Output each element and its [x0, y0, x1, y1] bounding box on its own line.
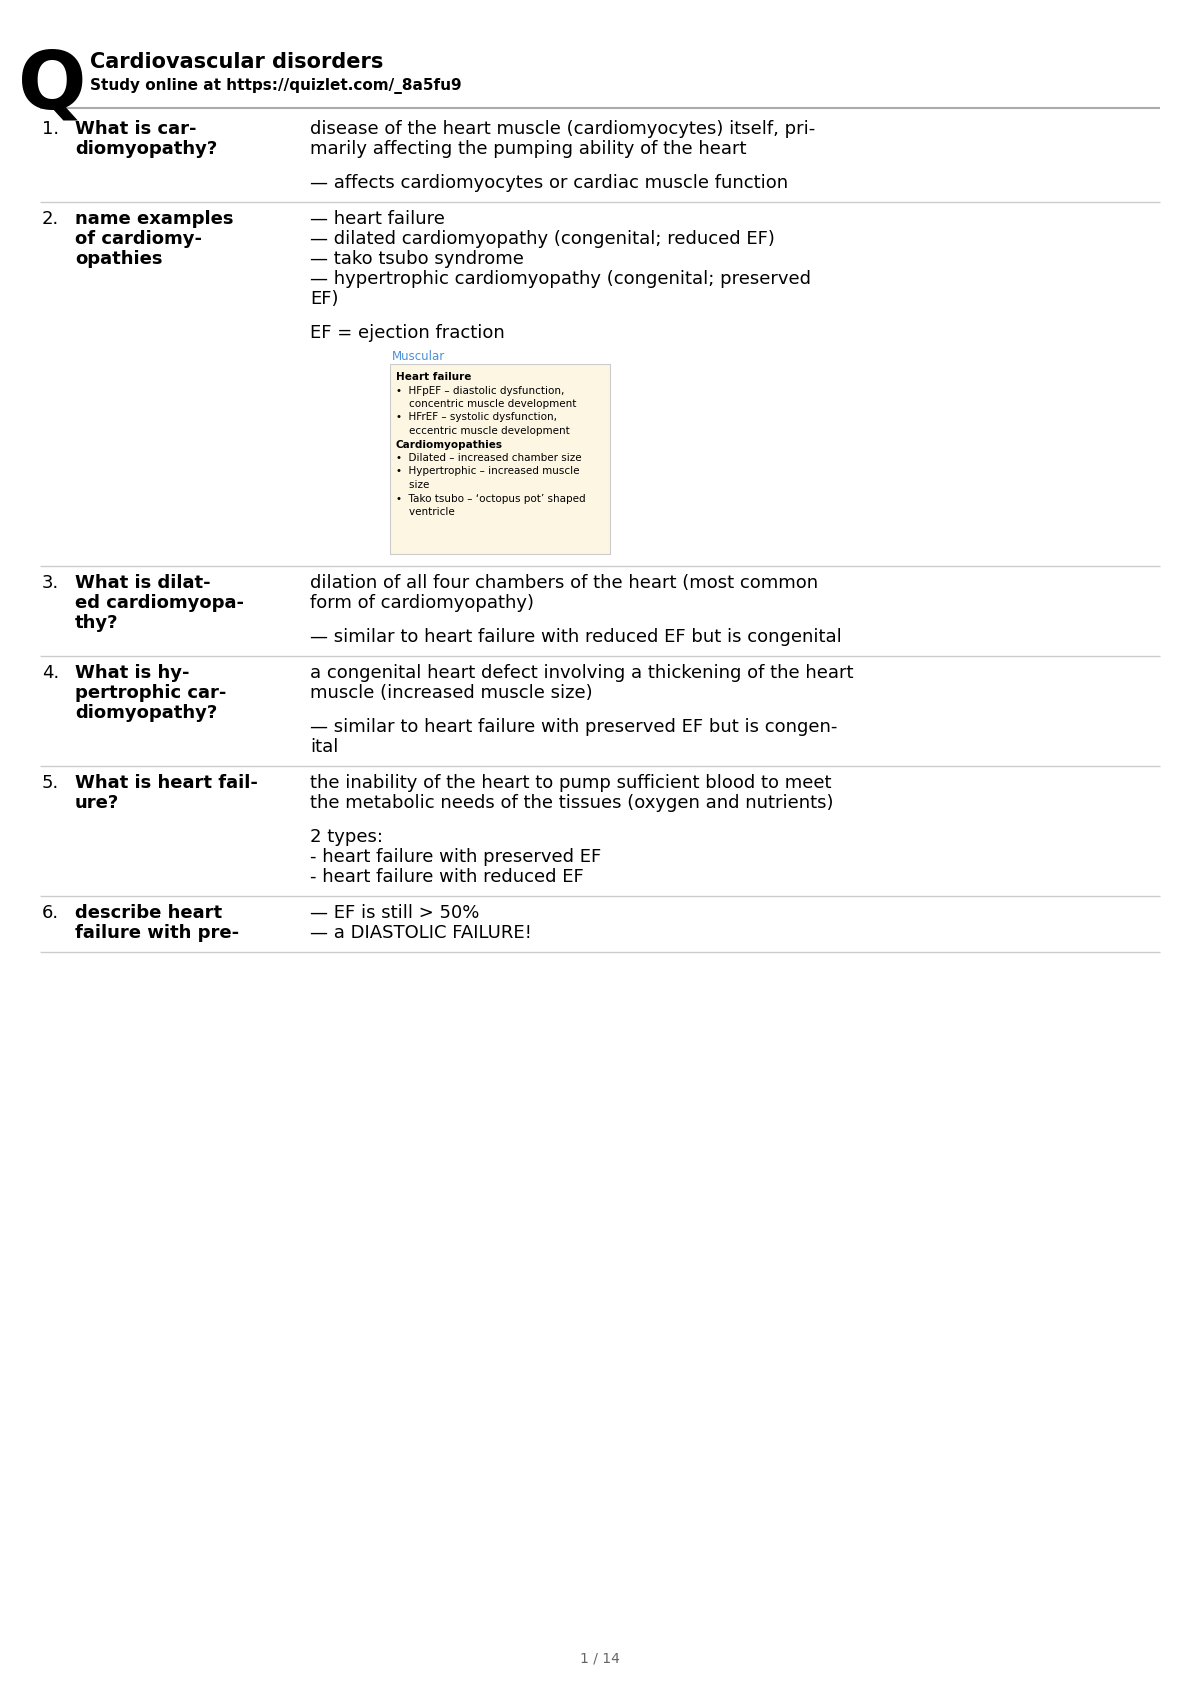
Text: 2.: 2.: [42, 209, 59, 228]
Text: of cardiomy-: of cardiomy-: [74, 230, 202, 249]
Text: — EF is still > 50%: — EF is still > 50%: [310, 904, 479, 921]
Text: Muscular: Muscular: [392, 351, 445, 363]
Text: — heart failure: — heart failure: [310, 209, 445, 228]
Text: diomyopathy?: diomyopathy?: [74, 140, 217, 158]
Text: eccentric muscle development: eccentric muscle development: [396, 426, 570, 436]
Text: size: size: [396, 480, 430, 490]
Text: •  HFrEF – systolic dysfunction,: • HFrEF – systolic dysfunction,: [396, 412, 557, 422]
Text: 2 types:: 2 types:: [310, 828, 383, 846]
Text: — dilated cardiomyopathy (congenital; reduced EF): — dilated cardiomyopathy (congenital; re…: [310, 230, 775, 249]
Text: — a DIASTOLIC FAILURE!: — a DIASTOLIC FAILURE!: [310, 925, 532, 942]
Text: — affects cardiomyocytes or cardiac muscle function: — affects cardiomyocytes or cardiac musc…: [310, 174, 788, 192]
Text: Heart failure: Heart failure: [396, 371, 472, 381]
Text: ure?: ure?: [74, 794, 119, 812]
Text: diomyopathy?: diomyopathy?: [74, 703, 217, 722]
Text: 3.: 3.: [42, 574, 59, 593]
Text: ital: ital: [310, 737, 338, 756]
Text: 1 / 14: 1 / 14: [580, 1650, 620, 1666]
Text: What is car-: What is car-: [74, 119, 197, 138]
Text: 4.: 4.: [42, 664, 59, 681]
Text: Cardiomyopathies: Cardiomyopathies: [396, 439, 503, 450]
Text: Study online at https://quizlet.com/_8a5fu9: Study online at https://quizlet.com/_8a5…: [90, 78, 462, 94]
Text: pertrophic car-: pertrophic car-: [74, 685, 227, 702]
Text: •  HFpEF – diastolic dysfunction,: • HFpEF – diastolic dysfunction,: [396, 385, 564, 395]
Text: •  Dilated – increased chamber size: • Dilated – increased chamber size: [396, 453, 582, 463]
Text: marily affecting the pumping ability of the heart: marily affecting the pumping ability of …: [310, 140, 746, 158]
Text: form of cardiomyopathy): form of cardiomyopathy): [310, 594, 534, 611]
Text: •  Tako tsubo – ‘octopus pot’ shaped: • Tako tsubo – ‘octopus pot’ shaped: [396, 494, 586, 504]
Text: the inability of the heart to pump sufficient blood to meet: the inability of the heart to pump suffi…: [310, 773, 832, 792]
Text: concentric muscle development: concentric muscle development: [396, 399, 576, 409]
Text: 1.: 1.: [42, 119, 59, 138]
Text: What is hy-: What is hy-: [74, 664, 190, 681]
Text: — hypertrophic cardiomyopathy (congenital; preserved: — hypertrophic cardiomyopathy (congenita…: [310, 271, 811, 288]
Text: failure with pre-: failure with pre-: [74, 925, 239, 942]
Text: 5.: 5.: [42, 773, 59, 792]
Text: EF): EF): [310, 290, 338, 308]
Text: - heart failure with reduced EF: - heart failure with reduced EF: [310, 869, 583, 886]
Text: — similar to heart failure with reduced EF but is congenital: — similar to heart failure with reduced …: [310, 628, 841, 645]
Text: ed cardiomyopa-: ed cardiomyopa-: [74, 594, 244, 611]
Text: What is dilat-: What is dilat-: [74, 574, 211, 593]
Text: dilation of all four chambers of the heart (most common: dilation of all four chambers of the hea…: [310, 574, 818, 593]
Text: a congenital heart defect involving a thickening of the heart: a congenital heart defect involving a th…: [310, 664, 853, 681]
Text: — similar to heart failure with preserved EF but is congen-: — similar to heart failure with preserve…: [310, 719, 838, 736]
Text: - heart failure with preserved EF: - heart failure with preserved EF: [310, 848, 601, 867]
Text: EF = ejection fraction: EF = ejection fraction: [310, 324, 505, 342]
Text: describe heart: describe heart: [74, 904, 222, 921]
Text: ventricle: ventricle: [396, 507, 455, 518]
Text: What is heart fail-: What is heart fail-: [74, 773, 258, 792]
Text: Q: Q: [18, 48, 86, 126]
Text: disease of the heart muscle (cardiomyocytes) itself, pri-: disease of the heart muscle (cardiomyocy…: [310, 119, 815, 138]
FancyBboxPatch shape: [390, 364, 610, 553]
Text: thy?: thy?: [74, 615, 119, 632]
Text: name examples: name examples: [74, 209, 234, 228]
Text: opathies: opathies: [74, 250, 162, 267]
Text: the metabolic needs of the tissues (oxygen and nutrients): the metabolic needs of the tissues (oxyg…: [310, 794, 834, 812]
Text: — tako tsubo syndrome: — tako tsubo syndrome: [310, 250, 524, 267]
Text: muscle (increased muscle size): muscle (increased muscle size): [310, 685, 593, 702]
Text: Cardiovascular disorders: Cardiovascular disorders: [90, 53, 383, 72]
Text: •  Hypertrophic – increased muscle: • Hypertrophic – increased muscle: [396, 467, 580, 477]
Text: 6.: 6.: [42, 904, 59, 921]
